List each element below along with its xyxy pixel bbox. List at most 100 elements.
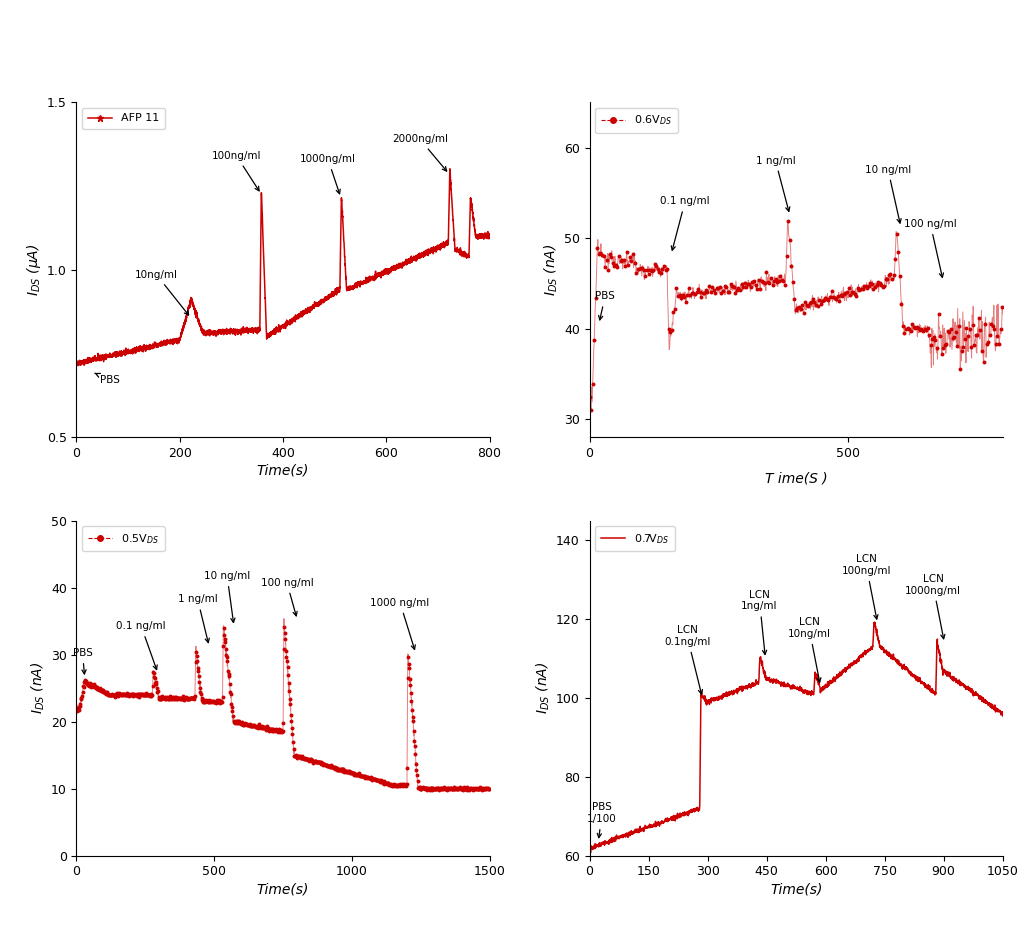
Point: [320, 758, 336, 773]
Point: [162, 690, 178, 705]
Point: [212, 694, 228, 709]
Point: [275, 642, 291, 657]
Point: [641, 263, 657, 278]
Text: LCN
100ng/ml: LCN 100ng/ml: [841, 554, 890, 619]
Point: [197, 695, 213, 710]
Point: [156, 692, 172, 707]
Point: [798, 298, 814, 312]
Point: [256, 720, 272, 735]
Point: [586, 333, 602, 348]
Point: [739, 276, 755, 291]
Text: 2000ng/ml: 2000ng/ml: [391, 134, 447, 171]
Point: [197, 693, 213, 708]
Point: [168, 692, 184, 707]
Point: [261, 722, 277, 737]
Point: [347, 767, 364, 782]
Point: [358, 769, 374, 784]
Point: [181, 692, 198, 707]
Point: [784, 274, 800, 289]
Point: [122, 686, 139, 701]
Point: [316, 757, 332, 772]
Point: [242, 717, 258, 732]
Point: [269, 723, 285, 737]
Point: [275, 715, 291, 730]
Point: [449, 782, 466, 797]
Point: [230, 715, 247, 730]
Point: [450, 781, 467, 796]
Point: [327, 760, 343, 775]
Point: [95, 685, 111, 700]
Point: [424, 781, 440, 796]
Point: [325, 760, 341, 775]
Point: [807, 298, 823, 312]
Point: [914, 324, 930, 339]
Point: [618, 245, 634, 259]
Point: [243, 719, 259, 734]
Point: [227, 716, 244, 731]
Point: [319, 759, 335, 774]
Point: [70, 699, 87, 714]
Point: [84, 680, 100, 695]
Point: [125, 689, 142, 704]
Point: [964, 318, 980, 333]
Point: [290, 750, 307, 764]
Point: [145, 664, 161, 679]
Point: [419, 780, 435, 795]
Point: [647, 259, 663, 273]
Point: [429, 781, 445, 796]
Point: [257, 720, 273, 735]
Point: [158, 690, 174, 705]
Point: [679, 287, 695, 302]
Legend: AFP 11: AFP 11: [82, 108, 165, 129]
Point: [112, 687, 128, 702]
Point: [623, 254, 639, 269]
Point: [291, 750, 308, 764]
Point: [368, 773, 384, 788]
Point: [369, 773, 385, 788]
Point: [804, 291, 820, 306]
Point: [632, 260, 648, 275]
Point: [135, 688, 151, 703]
Text: 0.1 ng/ml: 0.1 ng/ml: [659, 196, 709, 250]
Point: [318, 757, 334, 772]
Point: [809, 299, 825, 314]
Point: [242, 718, 258, 733]
Point: [131, 690, 148, 705]
Point: [76, 672, 93, 687]
Point: [299, 751, 315, 766]
Point: [236, 716, 253, 731]
Point: [259, 721, 275, 736]
Point: [915, 322, 931, 337]
Point: [229, 714, 246, 729]
Point: [374, 776, 390, 790]
Point: [119, 687, 136, 702]
Point: [359, 769, 375, 784]
Point: [765, 273, 782, 288]
Point: [302, 752, 318, 767]
Point: [68, 702, 85, 717]
Point: [185, 691, 202, 706]
Text: PBS: PBS: [72, 648, 93, 674]
Point: [252, 720, 268, 735]
Point: [435, 781, 451, 796]
Point: [231, 715, 248, 730]
Point: [399, 649, 416, 664]
Point: [89, 682, 105, 697]
Point: [674, 288, 690, 303]
Point: [821, 289, 838, 304]
Point: [251, 720, 267, 735]
Point: [906, 320, 922, 335]
Point: [413, 782, 429, 797]
Point: [333, 762, 350, 777]
Point: [147, 675, 163, 690]
Point: [424, 782, 440, 797]
Point: [187, 655, 204, 670]
Point: [330, 762, 346, 777]
Point: [262, 722, 278, 737]
Point: [224, 704, 240, 719]
Point: [467, 781, 483, 796]
Point: [625, 246, 641, 261]
Text: 10 ng/ml: 10 ng/ml: [204, 571, 250, 622]
Text: LCN
10ng/ml: LCN 10ng/ml: [787, 618, 829, 682]
Point: [369, 773, 385, 788]
